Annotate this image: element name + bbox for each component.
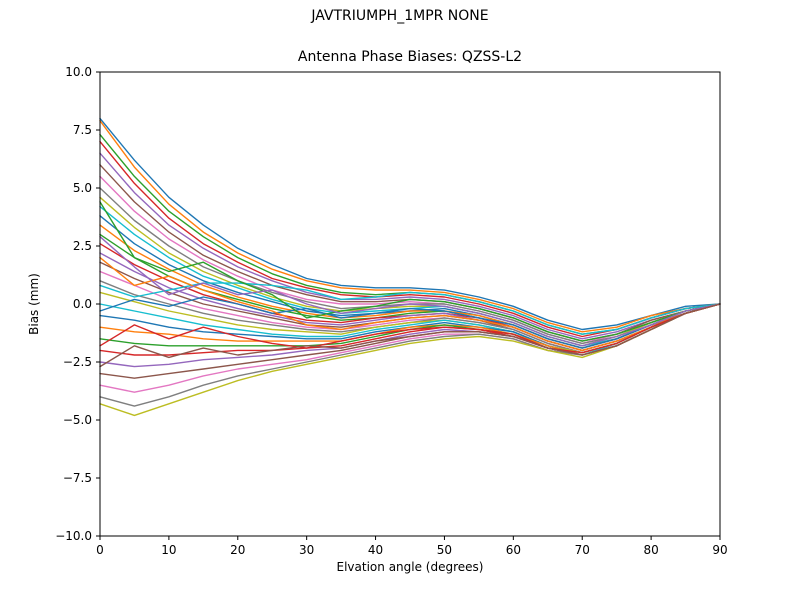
series-line: [99, 201, 721, 342]
series-line: [99, 280, 721, 354]
series-line: [99, 140, 721, 338]
series-line: [99, 256, 721, 352]
series-line: [99, 119, 721, 333]
x-tick-label: 60: [506, 543, 521, 557]
x-axis-label: Elvation angle (degrees): [336, 560, 484, 574]
y-tick-label: 2.5: [73, 239, 92, 253]
x-tick-label: 90: [712, 543, 727, 557]
series-line: [99, 152, 721, 340]
axes-title: Antenna Phase Biases: QZSS-L2: [297, 49, 523, 65]
y-tick-label: −5.0: [63, 413, 92, 427]
y-axis-label: Bias (mm): [27, 273, 41, 335]
series-line: [99, 235, 721, 347]
y-tick-label: −7.5: [63, 471, 92, 485]
x-tick-label: 30: [299, 543, 314, 557]
y-tick-label: 7.5: [73, 123, 92, 137]
series-line: [99, 117, 721, 331]
series-line: [99, 303, 721, 368]
y-tick-label: 0.0: [73, 297, 92, 311]
series-line: [99, 303, 721, 407]
series-line: [99, 296, 721, 349]
x-tick-label: 0: [96, 543, 104, 557]
x-tick-label: 10: [161, 543, 176, 557]
figure-title: JAVTRIUMPH_1MPR NONE: [311, 8, 489, 24]
y-tick-label: 5.0: [73, 181, 92, 195]
x-tick-label: 40: [368, 543, 383, 557]
x-tick-label: 70: [575, 543, 590, 557]
x-tick-label: 50: [437, 543, 452, 557]
y-tick-label: 10.0: [65, 65, 92, 79]
y-tick-label: −10.0: [55, 529, 92, 543]
series-line: [99, 303, 721, 354]
y-tick-label: −2.5: [63, 355, 92, 369]
x-tick-label: 80: [643, 543, 658, 557]
x-tick-label: 20: [230, 543, 245, 557]
